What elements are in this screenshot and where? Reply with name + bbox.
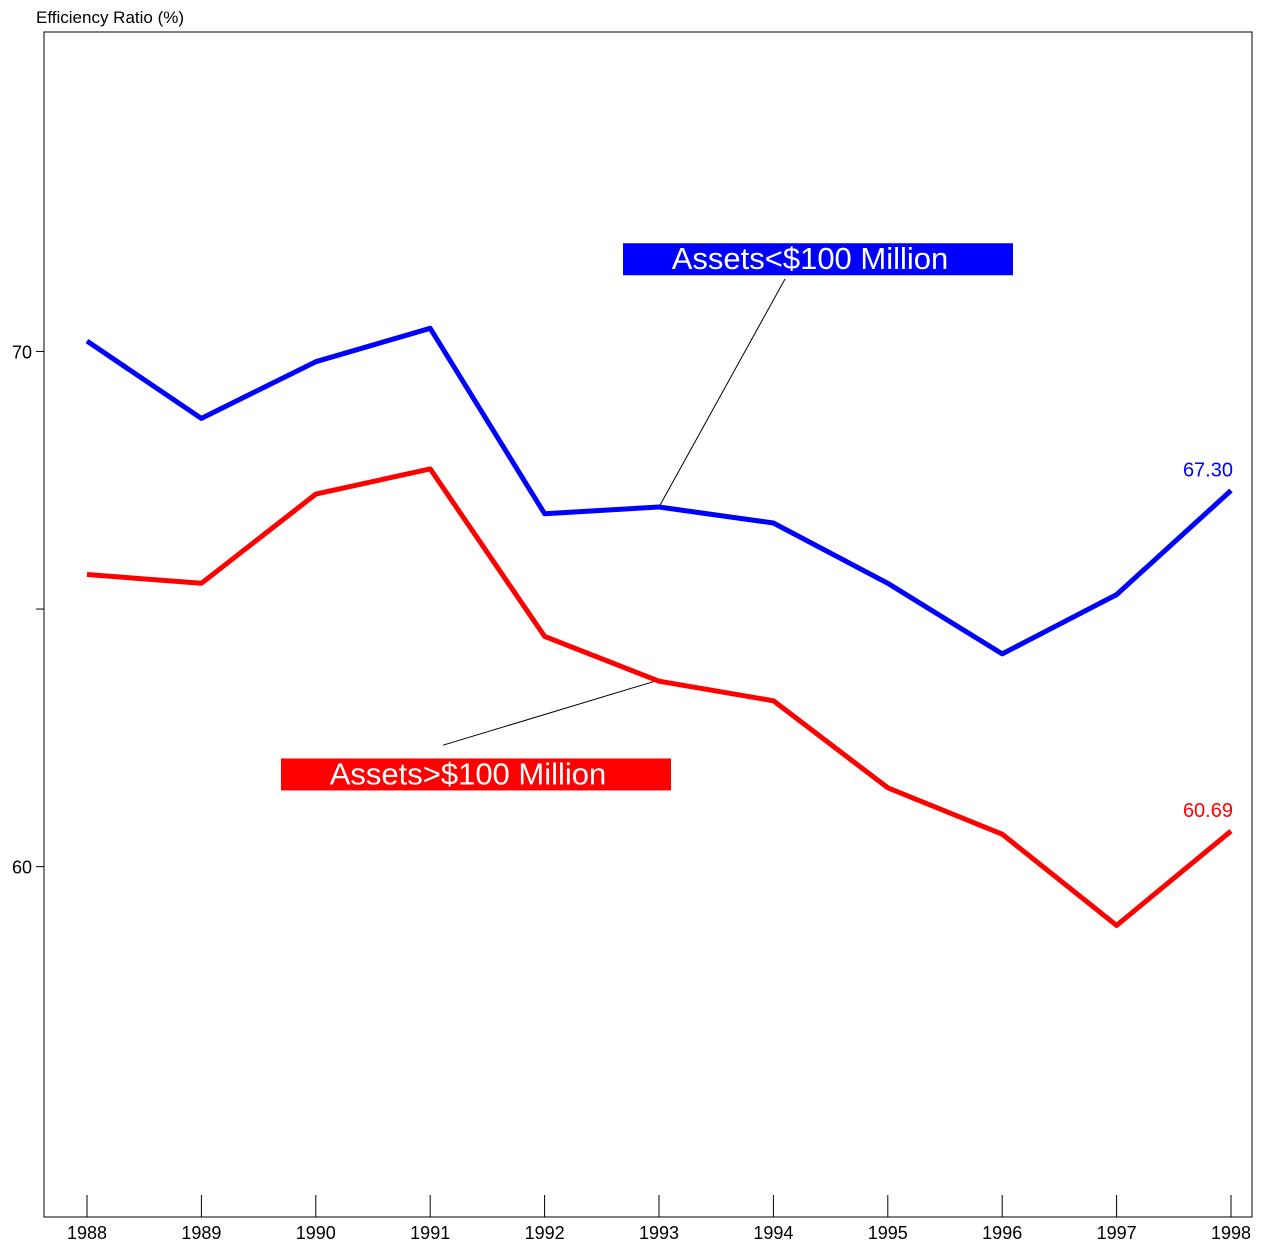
end-value-labels: 67.30 60.69 — [1183, 460, 1233, 823]
plot-frame — [43, 31, 1253, 1218]
x-tick-label: 1998 — [1211, 1223, 1251, 1243]
annotation-callouts: Assets<$100 Million Assets>$100 Million — [281, 241, 1013, 791]
callout-box — [281, 758, 671, 791]
series-line-0 — [85, 325, 1233, 657]
callout-label: Assets>$100 Million — [330, 756, 607, 791]
y-axis: 60 70 — [12, 342, 44, 878]
callout-box — [623, 243, 1013, 276]
x-tick-label: 1989 — [181, 1223, 221, 1243]
y-tick-label: 70 — [12, 342, 32, 362]
series-lines — [85, 325, 1233, 928]
x-tick-label: 1994 — [753, 1223, 793, 1243]
x-tick-label: 1995 — [868, 1223, 908, 1243]
end-value-label-0: 67.30 — [1183, 460, 1233, 482]
leader-line — [442, 680, 656, 746]
y-axis-title: Efficiency Ratio (%) — [36, 8, 185, 27]
series-callout-0: Assets<$100 Million — [623, 241, 1013, 276]
x-tick-label: 1996 — [982, 1223, 1022, 1243]
annotation-leaders — [442, 278, 786, 746]
end-value-label-1: 60.69 — [1183, 800, 1233, 822]
x-tick-label: 1997 — [1097, 1223, 1137, 1243]
y-tick-label: 60 — [12, 858, 32, 878]
series-line-1 — [86, 466, 1233, 928]
leader-line — [658, 278, 786, 508]
x-tick-label: 1990 — [296, 1223, 336, 1243]
x-tick-label: 1993 — [639, 1223, 679, 1243]
series-callout-1: Assets>$100 Million — [281, 756, 671, 791]
callout-label: Assets<$100 Million — [672, 241, 949, 276]
x-tick-label: 1988 — [67, 1223, 107, 1243]
x-tick-label: 1991 — [410, 1223, 450, 1243]
x-axis: 1988 1989 1990 1991 1992 1993 1994 1995 1996 1997… — [67, 1195, 1251, 1243]
x-tick-label: 1992 — [525, 1223, 565, 1243]
